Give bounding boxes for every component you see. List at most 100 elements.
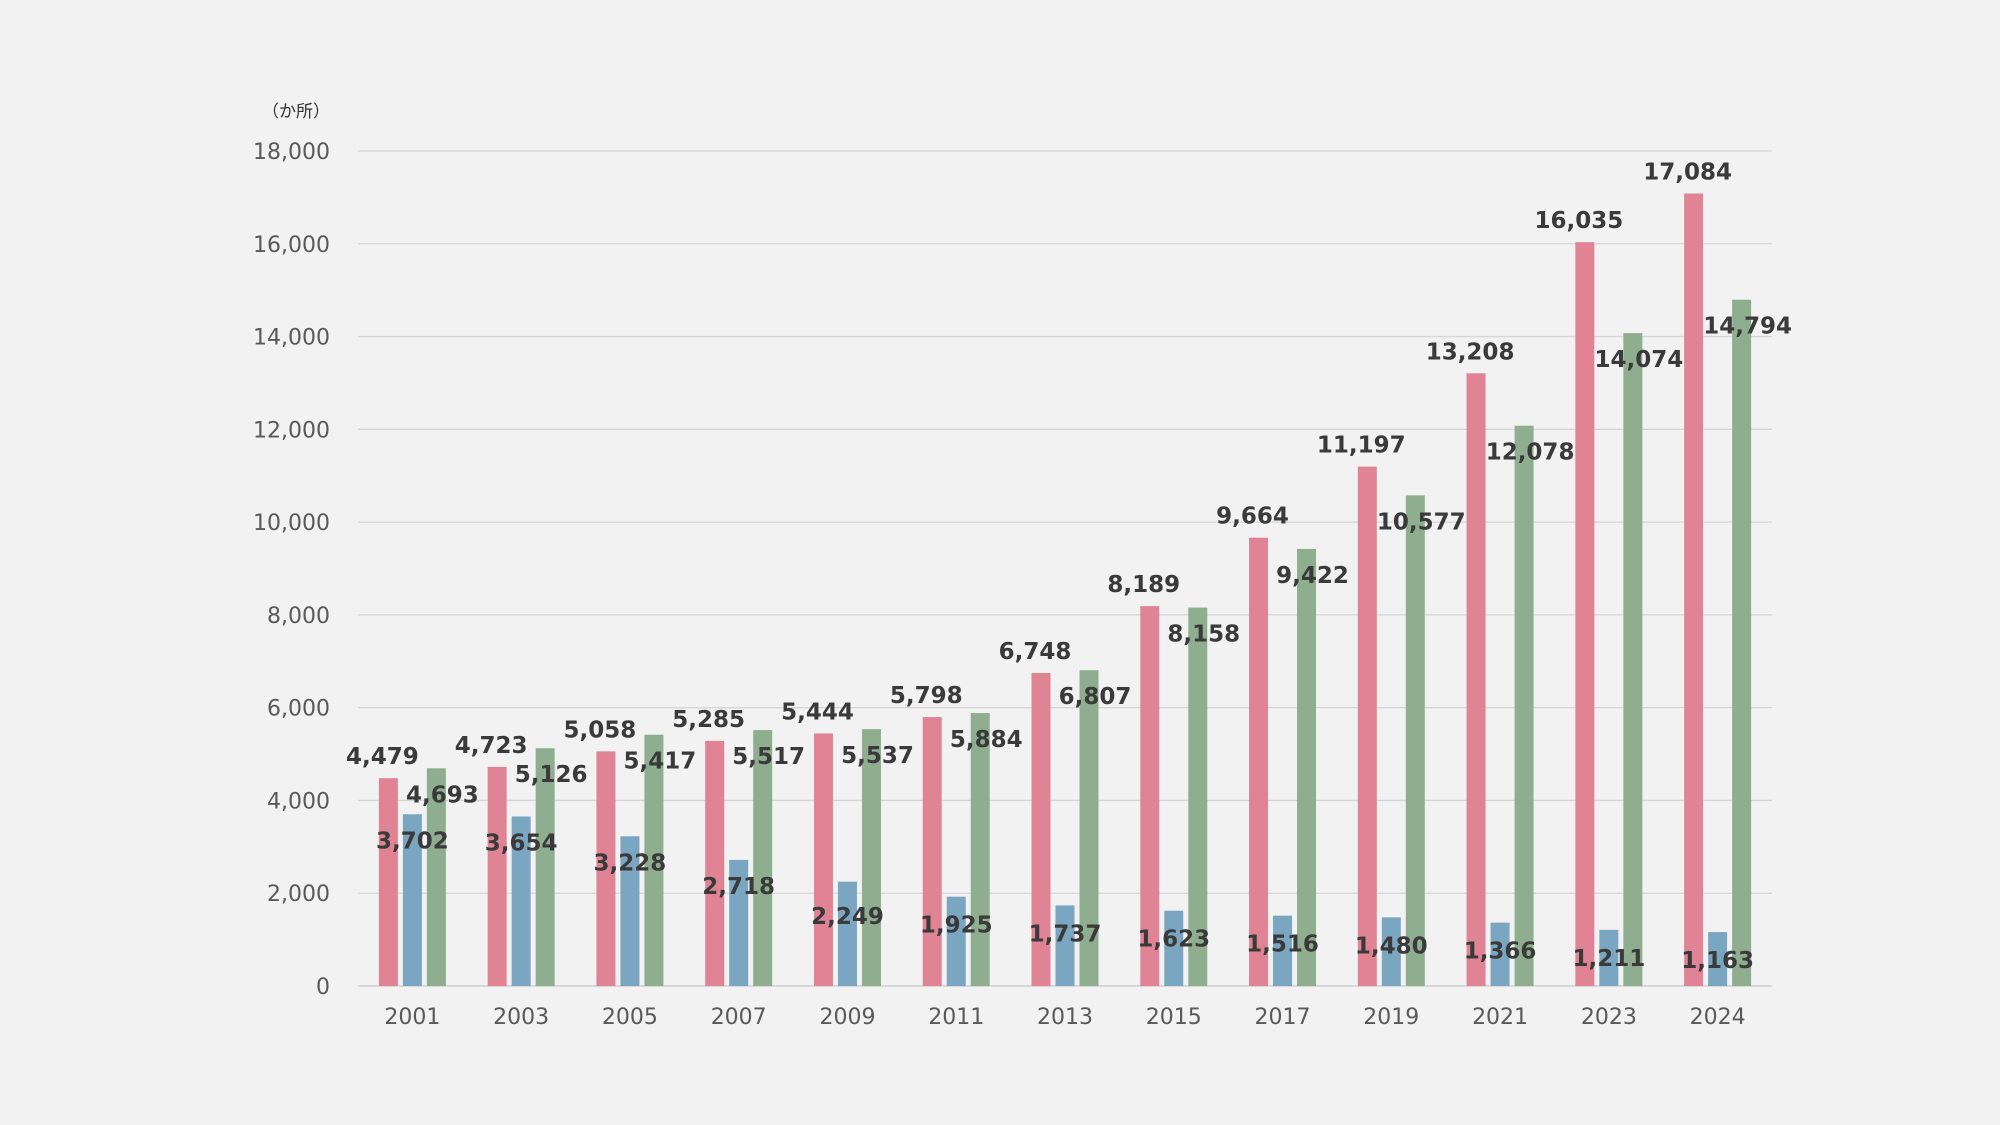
series-2-value-label: 1,163	[1681, 948, 1754, 974]
series-3-value-label: 5,417	[624, 749, 697, 775]
series-3-value-label: 9,422	[1276, 563, 1349, 589]
series-3-bar-2013	[1079, 670, 1099, 986]
series-1-value-label: 8,189	[1107, 572, 1180, 598]
series-3-bar-2021	[1514, 425, 1534, 987]
series-2-value-label: 1,737	[1029, 921, 1102, 947]
series-1-bar-2015	[1140, 606, 1160, 986]
series-3-bar-2023	[1623, 333, 1643, 986]
series-2-bar-2009	[837, 881, 857, 986]
series-1-bar-2013	[1031, 672, 1051, 986]
series-1-bar-2009	[813, 733, 833, 986]
x-tick-label: 2017	[1255, 1005, 1311, 1030]
series-3-bar-2007	[753, 730, 773, 986]
data-labels: 4,479 3,702 4,693 4,723 3,654 5,126 5,058 3,228…	[346, 159, 1792, 974]
gridlines	[358, 150, 1772, 987]
x-tick-label: 2009	[819, 1005, 875, 1030]
y-tick-label: 14,000	[253, 326, 330, 351]
series-2-value-label: 2,718	[702, 874, 775, 900]
series-2-value-label: 3,654	[485, 830, 558, 856]
series-2-value-label: 1,480	[1355, 933, 1428, 959]
series-2-bar-2003	[511, 816, 531, 986]
series-1-value-label: 5,058	[564, 717, 637, 743]
series-2-value-label: 1,366	[1464, 939, 1537, 965]
y-tick-label: 0	[316, 975, 330, 1000]
series-3-value-label: 5,126	[515, 762, 588, 788]
x-tick-label: 2011	[928, 1005, 984, 1030]
series-1-bar-2011	[922, 717, 942, 986]
series-1-value-label: 16,035	[1534, 208, 1623, 234]
x-tick-label: 2015	[1146, 1005, 1202, 1030]
series-2-bar-2001	[402, 814, 422, 986]
x-tick-label: 2007	[711, 1005, 767, 1030]
y-tick-label: 18,000	[253, 140, 330, 165]
series-3-value-label: 6,807	[1059, 684, 1132, 710]
series-2-bar-2021	[1490, 922, 1510, 986]
series-3-value-label: 4,693	[406, 782, 479, 808]
series-2-bar-2023	[1599, 929, 1619, 986]
series-1-value-label: 9,664	[1216, 504, 1289, 530]
x-tick-label: 2013	[1037, 1005, 1093, 1030]
series-3-bar-2015	[1188, 607, 1208, 986]
series-3-bar-2005	[644, 734, 664, 986]
y-unit-label: （か所）	[262, 102, 330, 122]
y-tick-label: 12,000	[253, 418, 330, 443]
series-3-bar-2009	[861, 729, 881, 986]
y-tick-label: 10,000	[253, 511, 330, 536]
series-2-value-label: 2,249	[811, 904, 884, 930]
series-2-bar-2024	[1708, 932, 1728, 986]
series-3-bar-2003	[535, 748, 555, 986]
x-tick-label: 2023	[1581, 1005, 1637, 1030]
series-3-value-label: 10,577	[1377, 509, 1466, 535]
series-3-bar-2024	[1732, 299, 1752, 986]
series-3-value-label: 14,074	[1594, 347, 1683, 373]
series-2-bar-2011	[946, 896, 966, 986]
series-1-bar-2023	[1575, 242, 1595, 986]
series-3-value-label: 5,884	[950, 727, 1023, 753]
series-3-value-label: 8,158	[1167, 622, 1240, 648]
bars	[378, 193, 1752, 987]
series-3-value-label: 5,517	[732, 744, 805, 770]
series-2-value-label: 3,702	[376, 828, 449, 854]
series-3-value-label: 5,537	[841, 743, 914, 769]
series-2-bar-2017	[1273, 915, 1293, 986]
x-tick-label: 2001	[384, 1005, 440, 1030]
series-1-value-label: 5,798	[890, 683, 963, 709]
x-tick-label: 2019	[1363, 1005, 1419, 1030]
series-3-bar-2017	[1297, 548, 1317, 986]
series-2-bar-2013	[1055, 905, 1075, 986]
series-1-value-label: 13,208	[1426, 339, 1515, 365]
series-1-bar-2024	[1684, 193, 1704, 987]
series-1-value-label: 5,285	[672, 707, 745, 733]
x-tick-label: 2021	[1472, 1005, 1528, 1030]
series-2-value-label: 1,623	[1137, 927, 1210, 953]
series-2-value-label: 1,925	[920, 913, 993, 939]
series-3-bar-2001	[426, 768, 446, 986]
series-3-bar-2011	[970, 713, 990, 986]
series-1-value-label: 4,723	[455, 733, 528, 759]
x-tick-label: 2003	[493, 1005, 549, 1030]
series-1-bar-2021	[1466, 373, 1486, 987]
series-1-value-label: 5,444	[781, 699, 854, 725]
series-2-bar-2005	[620, 836, 640, 986]
y-tick-label: 16,000	[253, 233, 330, 258]
series-3-bar-2019	[1405, 495, 1425, 986]
x-tick-label: 2005	[602, 1005, 658, 1030]
series-1-bar-2007	[705, 740, 725, 986]
y-axis-ticks: 0 2,000 4,000 6,000 8,000 10,000 12,000 14,000 1…	[253, 140, 330, 1000]
series-1-value-label: 6,748	[999, 639, 1072, 665]
series-1-value-label: 4,479	[346, 744, 419, 770]
series-2-bar-2019	[1381, 917, 1401, 986]
series-2-value-label: 1,516	[1246, 932, 1319, 958]
series-2-bar-2007	[729, 859, 749, 986]
series-3-value-label: 12,078	[1486, 440, 1575, 466]
series-1-bar-2017	[1249, 537, 1269, 986]
series-2-value-label: 3,228	[594, 850, 667, 876]
series-1-bar-2005	[596, 751, 616, 986]
y-tick-label: 6,000	[267, 697, 330, 722]
series-1-bar-2019	[1357, 466, 1377, 986]
x-tick-label: 2024	[1690, 1005, 1746, 1030]
series-1-bar-2001	[378, 778, 398, 986]
y-tick-label: 2,000	[267, 882, 330, 907]
x-axis-ticks: 2001 2003 2005 2007 2009 2011 2013 2015 2017 2019…	[384, 1005, 1745, 1030]
